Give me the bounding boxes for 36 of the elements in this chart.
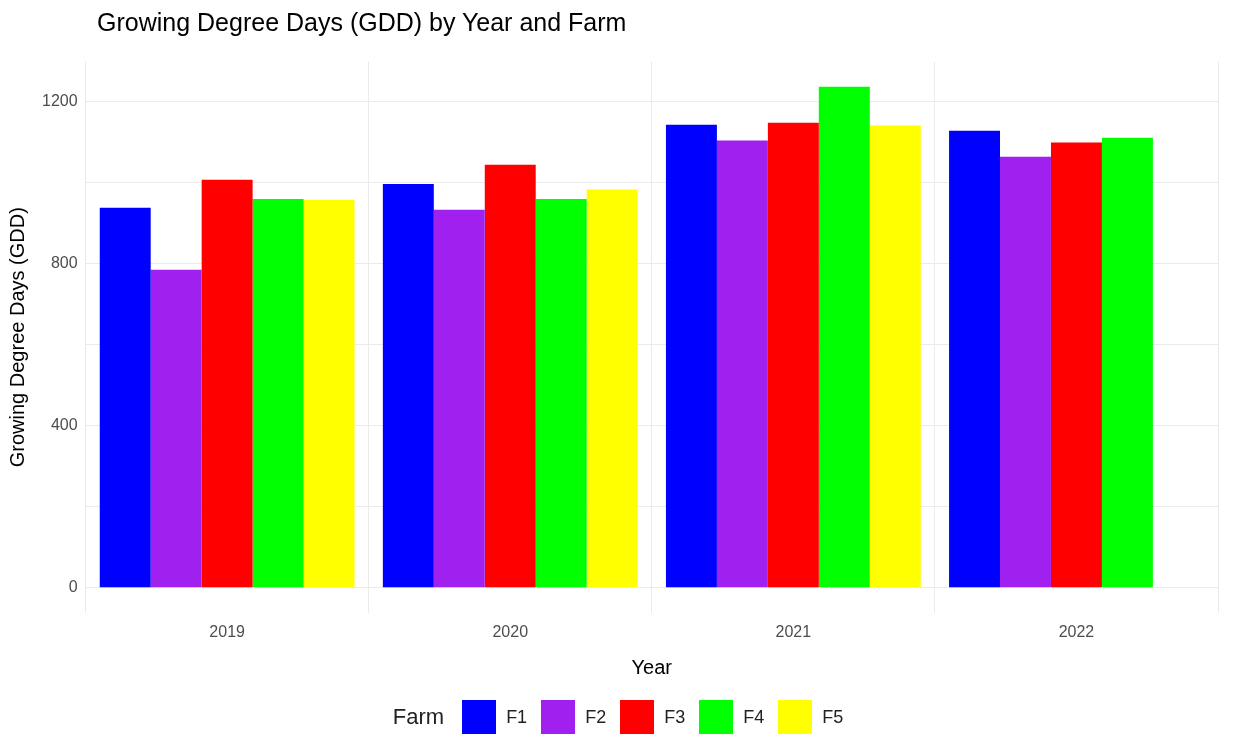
chart-title: Growing Degree Days (GDD) by Year and Farm xyxy=(97,8,627,37)
bar xyxy=(586,189,638,588)
bar xyxy=(716,140,768,588)
bar xyxy=(382,183,434,588)
x-tick-label: 2019 xyxy=(209,622,246,640)
bar xyxy=(99,207,151,588)
bar xyxy=(303,199,355,588)
x-tick-label: 2021 xyxy=(775,622,812,640)
legend-label: F3 xyxy=(664,706,686,728)
bar xyxy=(949,130,1001,588)
x-axis-title: Year xyxy=(631,655,673,678)
bar xyxy=(484,164,536,588)
bar xyxy=(150,269,202,588)
y-tick-label: 1200 xyxy=(42,92,78,110)
bar xyxy=(869,125,921,588)
bar xyxy=(535,198,587,588)
bar xyxy=(1000,156,1051,588)
bar xyxy=(1050,142,1102,588)
x-tick-label: 2022 xyxy=(1058,622,1095,640)
bar xyxy=(767,122,819,588)
legend-label: F5 xyxy=(822,706,844,728)
legend-title: Farm xyxy=(392,704,445,730)
y-tick-label: 0 xyxy=(68,578,78,596)
bar xyxy=(201,179,253,588)
x-tick-label: 2020 xyxy=(492,622,529,640)
y-tick-label: 800 xyxy=(50,254,78,272)
y-axis-title: Growing Degree Days (GDD) xyxy=(5,207,28,468)
bar xyxy=(252,198,304,588)
bar xyxy=(818,86,870,588)
bar xyxy=(433,209,485,588)
bar xyxy=(1101,137,1153,588)
legend-label: F2 xyxy=(585,706,607,728)
bar xyxy=(665,124,717,588)
y-tick-label: 400 xyxy=(50,416,78,434)
legend-label: F1 xyxy=(506,706,528,728)
legend-label: F4 xyxy=(743,706,765,728)
